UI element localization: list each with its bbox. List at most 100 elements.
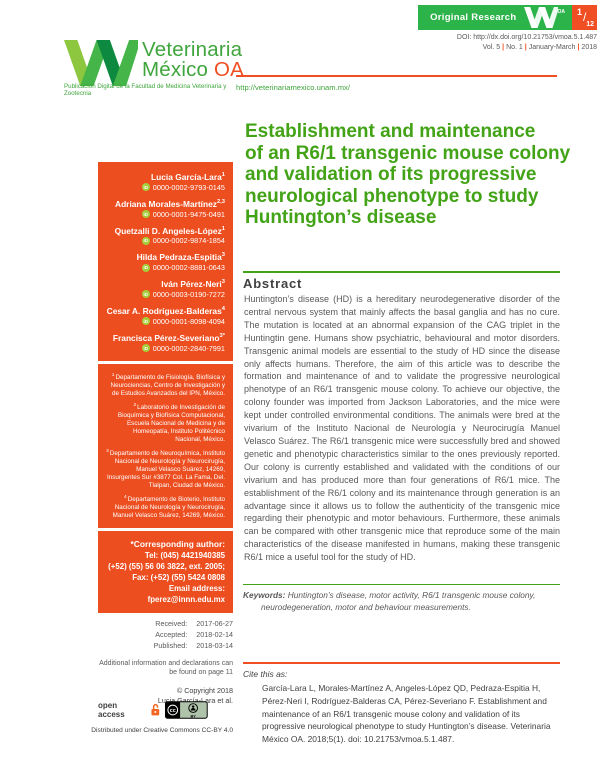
copyright-note: © Copyright 2018 Lucia García-Lara et al… <box>98 686 233 705</box>
affiliation-item: 3Departamento de Neuroquímica, Instituto… <box>106 448 225 490</box>
author-name-text: Adriana Morales-Martínez <box>115 198 217 209</box>
open-access-label: open access <box>98 701 125 719</box>
author-affiliation-sup: 1 <box>221 172 225 178</box>
author-entry: Hilda Pedraza-Espitia3 iD 0000-0002-8881-… <box>106 250 225 272</box>
keywords-rule <box>243 584 560 585</box>
received-label: Received: <box>155 619 188 628</box>
issue-volume: Vol. 5 <box>482 43 501 51</box>
article-title: Establishment and maintenance of an R6/1… <box>245 121 575 229</box>
affiliation-sup: 4 <box>124 494 127 500</box>
open-lock-icon <box>151 703 159 716</box>
affiliations-panel: 1Departamento de Fisiología, Biofísica y… <box>98 363 233 528</box>
issue-year: 2018 <box>581 43 597 51</box>
author-name: Francisca Pérez-Severiano3* <box>106 331 225 343</box>
affiliation-text: Departamento de Neuroquímica, Instituto … <box>107 449 225 489</box>
orcid-link[interactable]: iD 0000-0002-2840-7991 <box>106 344 225 353</box>
orcid-icon: iD <box>141 290 150 299</box>
author-name: Cesar A. Rodríguez-Balderas4 <box>106 304 225 316</box>
orcid-link[interactable]: iD 0000-0002-8881-0643 <box>106 263 225 272</box>
abstract-text: Huntington’s disease (HD) is a hereditar… <box>244 294 560 563</box>
vm-mini-logo-superscript: OA <box>557 9 566 15</box>
affiliation-sup: 3 <box>106 448 109 454</box>
affiliation-text: Departamento de Fisiología, Biofísica y … <box>110 373 225 397</box>
author-affiliation-sup: 3 <box>221 252 225 259</box>
vm-mini-logo-icon: OA <box>523 7 566 28</box>
published-date: 2018-03-14 <box>196 641 233 650</box>
author-affiliation-sup: 3* <box>219 332 225 339</box>
vm-mark-icon <box>64 40 138 86</box>
journal-name-line1: Veterinaria <box>142 38 243 61</box>
cc-icon: cc <box>170 708 176 714</box>
author-name-text: Lucia García-Lara <box>151 171 222 182</box>
issue-separator: | <box>502 43 505 51</box>
corresponding-author-panel: *Corresponding author: Tel: (045) 442194… <box>98 530 233 613</box>
author-name-text: Cesar A. Rodríguez-Balderas <box>106 305 222 316</box>
cite-label: Cite this as: <box>243 669 288 679</box>
title-line: Establishment and maintenance <box>245 121 536 142</box>
title-line: and validation of its progressive <box>245 164 537 185</box>
doi-link[interactable]: DOI: http://dx.doi.org/10.21753/vmoa.5.1… <box>456 34 597 41</box>
orcid-icon: iD <box>141 236 150 245</box>
author-name-text: Quetzalli D. Angeles-López <box>114 225 222 236</box>
author-entry: Lucia García-Lara1 iD 0000-0002-9793-0145 <box>106 170 225 192</box>
issue-separator: | <box>524 43 527 51</box>
copyright-line2: Lucia García-Lara et al. <box>157 695 233 705</box>
journal-url-link[interactable]: http://veterinariamexico.unam.mx/ <box>236 83 350 92</box>
orcid-id: 0000-0002-9874-1854 <box>152 236 225 246</box>
email-link[interactable]: fperez@innn.edu.mx <box>147 594 225 604</box>
email-label: Email address: <box>168 583 225 593</box>
orcid-link[interactable]: iD 0000-0002-9793-0145 <box>106 183 225 192</box>
author-entry: Cesar A. Rodríguez-Balderas4 iD 0000-0001… <box>106 304 225 326</box>
authors-panel: Lucia García-Lara1 iD 0000-0002-9793-0145… <box>98 162 233 361</box>
journal-name: Veterinaria México OA <box>142 38 245 81</box>
author-name-text: Iván Pérez-Neri <box>161 278 222 289</box>
orcid-icon: iD <box>141 344 150 353</box>
page-number-slash: / <box>583 10 587 24</box>
author-name-text: Francisca Pérez-Severiano <box>112 332 220 343</box>
keywords-text: Huntington’s disease, motor activity, R6… <box>261 590 536 612</box>
affiliation-item: 2Laboratorio de Investigación de Bioquím… <box>106 402 225 444</box>
corresponding-tel: Tel: (045) 4421940385 <box>144 550 225 560</box>
orcid-link[interactable]: iD 0000-0001-8098-4094 <box>106 317 225 326</box>
cite-rule <box>243 662 560 664</box>
additional-info-note: Additional information and declarations … <box>99 660 233 676</box>
accepted-date: 2018-02-14 <box>196 630 233 639</box>
cc-by-badge[interactable]: cc BY <box>165 701 208 719</box>
orcid-id: 0000-0002-2840-7991 <box>152 343 225 353</box>
author-name: Lucia García-Lara1 <box>106 170 225 182</box>
author-entry: Iván Pérez-Neri3 iD 0000-0003-0190-7272 <box>106 277 225 299</box>
original-research-badge: Original Research OA <box>418 5 572 30</box>
affiliation-item: 1Departamento de Fisiología, Biofísica y… <box>106 372 225 398</box>
keywords-label: Keywords: <box>243 590 286 600</box>
copyright-line1: © Copyright 2018 <box>176 686 233 695</box>
received-date: 2017-06-27 <box>196 619 233 628</box>
author-name-text: Hilda Pedraza-Espitia <box>136 252 222 263</box>
journal-oa-label: OA <box>214 58 245 81</box>
citation-text: García-Lara L, Morales-Martínez A, Angel… <box>262 683 551 745</box>
affiliation-item: 4Departamento de Bioterio, Instituto Nac… <box>106 494 225 520</box>
corresponding-tel2: (+52) (55) 56 06 3822, ext. 2005; <box>108 561 225 571</box>
page-number-current: 1 <box>577 7 583 17</box>
badge-label: Original Research <box>430 12 517 23</box>
orcid-id: 0000-0001-8098-4094 <box>152 316 225 326</box>
journal-name-line2: México OA <box>142 58 245 81</box>
orcid-icon: iD <box>141 263 150 272</box>
abstract-rule <box>243 271 560 273</box>
orcid-link[interactable]: iD 0000-0002-9874-1854 <box>106 236 225 245</box>
title-line: neurological phenotype to study <box>245 185 539 207</box>
affiliation-text: Laboratorio de Investigación de Bioquími… <box>117 403 225 443</box>
author-affiliation-sup: 3 <box>221 279 225 286</box>
author-name: Iván Pérez-Neri3 <box>106 277 225 289</box>
doi-issue-block: DOI: http://dx.doi.org/10.21753/vmoa.5.1… <box>457 33 597 52</box>
affiliation-sup: 1 <box>111 372 115 378</box>
orcid-id: 0000-0001-9475-0491 <box>152 209 225 219</box>
issue-months: January-March <box>528 43 576 51</box>
issue-number: No. 1 <box>506 43 523 51</box>
orcid-link[interactable]: iD 0000-0001-9475-0491 <box>106 210 225 219</box>
corresponding-fax: Fax: (+52) (55) 5424 0808 <box>132 572 225 582</box>
cc-by-label: BY <box>191 713 197 718</box>
keywords-block: Keywords: Huntington’s disease, motor ac… <box>243 590 560 613</box>
orcid-link[interactable]: iD 0000-0003-0190-7272 <box>106 290 225 299</box>
accepted-label: Accepted: <box>155 630 188 639</box>
